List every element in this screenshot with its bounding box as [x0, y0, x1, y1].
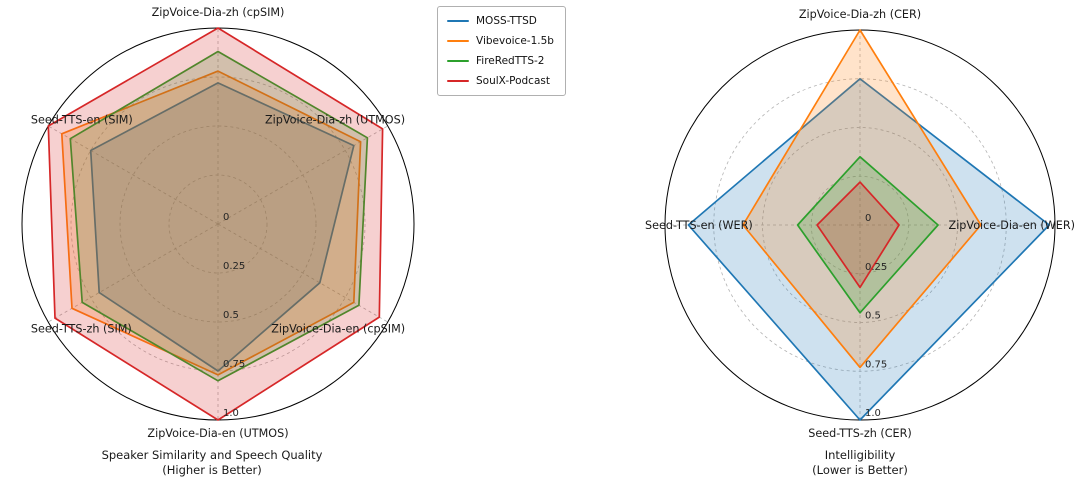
axis-spoke: [48, 125, 219, 225]
right-chart-subtitle: (Lower is Better): [812, 463, 908, 478]
axis-spoke: [217, 125, 388, 225]
left-chart-title-block: Speaker Similarity and Speech Quality (H…: [0, 448, 424, 478]
legend-line-sample: [447, 79, 469, 83]
legend-item-label: SoulX-Podcast: [476, 75, 550, 87]
legend-item: SoulX-Podcast: [447, 75, 554, 87]
legend-line-sample: [447, 59, 469, 63]
series-polygon-SoulX-Podcast: [816, 181, 900, 289]
radial-tick-label: 0: [865, 213, 871, 224]
legend-item: MOSS-TTSD: [447, 15, 554, 27]
left-chart-title: Speaker Similarity and Speech Quality: [101, 448, 323, 462]
series-polygon-MOSS-TTSD: [89, 82, 355, 372]
right-chart-title: Intelligibility: [824, 448, 896, 462]
left-chart-subtitle: (Higher is Better): [162, 463, 262, 478]
radial-tick-label: 0.25: [223, 261, 245, 272]
legend-item-label: FireRedTTS-2: [476, 55, 545, 67]
radial-tick-label: 1.0: [223, 408, 239, 419]
category-label: ZipVoice-Dia-en (WER): [949, 219, 1075, 232]
legend-item: FireRedTTS-2: [447, 55, 554, 67]
radial-tick-label: 1.0: [865, 408, 881, 419]
legend-item: Vibevoice-1.5b: [447, 35, 554, 47]
series-polygon-SoulX-Podcast: [47, 27, 384, 421]
radial-tick-label: 0.75: [865, 359, 887, 370]
radial-tick-label: 0.5: [865, 311, 881, 322]
radial-tick-label: 0: [223, 212, 229, 223]
category-label: ZipVoice-Dia-zh (UTMOS): [265, 114, 405, 127]
grid-ring: [119, 125, 317, 323]
radial-tick-label: 0.5: [223, 310, 239, 321]
radial-tick-label: 0.25: [865, 262, 887, 273]
category-label: ZipVoice-Dia-en (UTMOS): [147, 427, 288, 440]
category-label: Seed-TTS-zh (CER): [808, 427, 912, 440]
category-label: ZipVoice-Dia-zh (cpSIM): [152, 6, 285, 19]
legend: MOSS-TTSD Vibevoice-1.5b FireRedTTS-2 SoulX…: [437, 6, 566, 96]
series-polygon-Vibevoice-1.5b: [60, 70, 362, 376]
category-label: Seed-TTS-en (SIM): [31, 114, 133, 127]
category-label: Seed-TTS-en (WER): [645, 219, 753, 232]
category-label: ZipVoice-Dia-zh (CER): [799, 8, 921, 21]
series-polygon-FireRedTTS-2: [69, 50, 369, 382]
legend-line-sample: [447, 39, 469, 43]
category-label: Seed-TTS-zh (SIM): [31, 323, 132, 336]
legend-item-label: Vibevoice-1.5b: [476, 35, 554, 47]
series-polygon-FireRedTTS-2: [796, 155, 939, 314]
legend-line-sample: [447, 19, 469, 23]
series-polygon-Vibevoice-1.5b: [742, 29, 982, 369]
radial-tick-label: 0.75: [223, 359, 245, 370]
legend-item-label: MOSS-TTSD: [476, 15, 537, 27]
category-label: ZipVoice-Dia-en (cpSIM): [271, 323, 405, 336]
axis-spoke: [48, 223, 219, 323]
right-chart-title-block: Intelligibility (Lower is Better): [650, 448, 1070, 478]
